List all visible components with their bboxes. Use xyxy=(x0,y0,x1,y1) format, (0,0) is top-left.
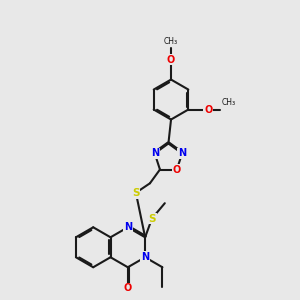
Text: O: O xyxy=(167,55,175,64)
Text: CH₃: CH₃ xyxy=(164,37,178,46)
Text: O: O xyxy=(124,284,132,293)
Text: S: S xyxy=(132,188,140,198)
Text: CH₃: CH₃ xyxy=(222,98,236,107)
Text: S: S xyxy=(148,214,156,224)
Text: N: N xyxy=(124,222,132,232)
Text: N: N xyxy=(178,148,186,158)
Text: N: N xyxy=(141,252,149,262)
Text: O: O xyxy=(173,164,181,175)
Text: O: O xyxy=(204,104,212,115)
Text: N: N xyxy=(151,148,159,158)
